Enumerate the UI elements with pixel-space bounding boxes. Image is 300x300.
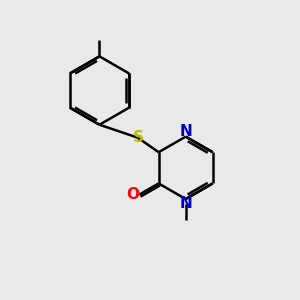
Text: N: N xyxy=(179,196,192,211)
Text: S: S xyxy=(132,130,143,145)
Text: N: N xyxy=(179,124,192,139)
Text: O: O xyxy=(126,187,139,202)
